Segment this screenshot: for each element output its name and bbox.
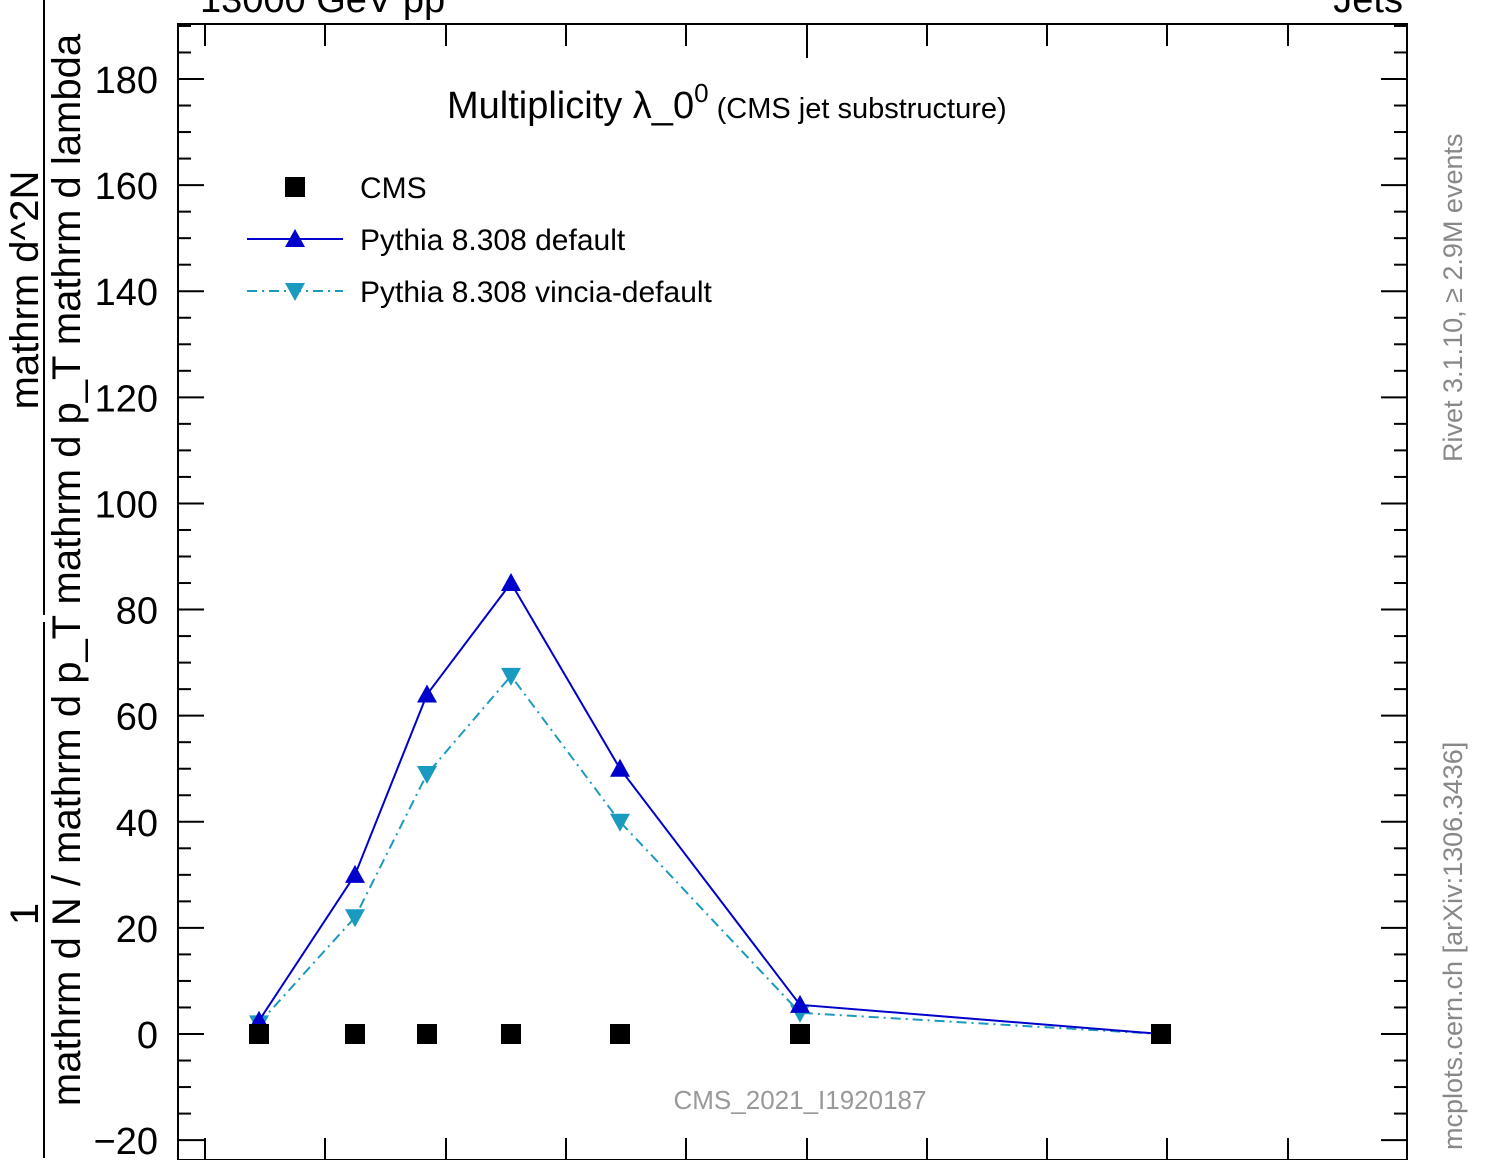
title-sup: 0 <box>694 78 708 108</box>
data-point <box>790 1024 810 1044</box>
y-tick-label: 20 <box>116 909 158 951</box>
legend-label: Pythia 8.308 vincia-default <box>360 276 713 309</box>
data-point <box>790 994 810 1013</box>
ylabel-numerator-one: 1 <box>3 903 47 925</box>
y-tick-label: 160 <box>95 166 158 208</box>
y-axis-label: 1 mathrm d N / mathrm d p_T mathrm d p_T… <box>3 0 89 1158</box>
data-point <box>501 667 521 686</box>
y-tick-label: 180 <box>95 60 158 102</box>
mcplots-label: mcplots.cern.ch [arXiv:1306.3436] <box>1438 742 1468 1150</box>
data-point <box>345 864 365 883</box>
analysis-annotation: CMS_2021_I1920187 <box>674 1085 927 1115</box>
data-point <box>345 1024 365 1044</box>
legend-label: CMS <box>360 172 427 205</box>
title-main: Multiplicity λ_0 <box>447 85 694 127</box>
data-point <box>610 758 630 777</box>
data-point <box>417 766 437 785</box>
legend: CMS Pythia 8.308 default Pythia 8.308 vinc… <box>247 172 713 309</box>
title-sub: (CMS jet substructure) <box>709 93 1007 125</box>
series-cms <box>249 1024 1171 1044</box>
data-point <box>417 684 437 703</box>
data-point <box>249 1024 269 1044</box>
rivet-label: Rivet 3.1.10, ≥ 2.9M events <box>1438 134 1468 462</box>
data-point <box>417 1024 437 1044</box>
header-left-text: 13000 GeV pp <box>200 0 445 21</box>
y-tick-label: 100 <box>95 484 158 526</box>
x-axis-ticks <box>204 24 1289 1160</box>
legend-marker <box>285 229 305 247</box>
series-layer <box>249 573 1171 1044</box>
y-tick-label: 0 <box>137 1015 158 1057</box>
y-tick-label: 40 <box>116 803 158 845</box>
data-point <box>610 1024 630 1044</box>
y-tick-label: −20 <box>94 1121 158 1160</box>
data-point <box>345 909 365 928</box>
legend-marker <box>285 177 305 197</box>
series-pythia-8-308-vincia-default <box>249 667 1171 1044</box>
data-point <box>501 1024 521 1044</box>
y-tick-label: 80 <box>116 591 158 633</box>
ylabel-denominator: mathrm d N / mathrm d p_T mathrm d p_T m… <box>45 33 89 1106</box>
data-point <box>610 813 630 832</box>
y-tick-label: 60 <box>116 697 158 739</box>
plot-frame <box>177 23 1408 1160</box>
data-point <box>1151 1024 1171 1044</box>
header-right-text: Jets <box>1333 0 1403 21</box>
chart-title: Multiplicity λ_00 (CMS jet substructure) <box>447 78 1007 127</box>
ylabel-numerator-d2n: mathrm d^2N <box>3 171 47 410</box>
y-tick-label: 140 <box>95 272 158 314</box>
y-axis-ticks: −20 0 20 40 60 80 100 120 140 160 180 <box>94 24 1407 1160</box>
legend-marker <box>285 283 305 301</box>
data-point <box>501 573 521 592</box>
series-pythia-8-308-default <box>249 573 1171 1042</box>
series-line <box>258 581 1162 1035</box>
series-line <box>258 674 1162 1035</box>
y-tick-label: 120 <box>95 378 158 420</box>
legend-label: Pythia 8.308 default <box>360 224 626 257</box>
